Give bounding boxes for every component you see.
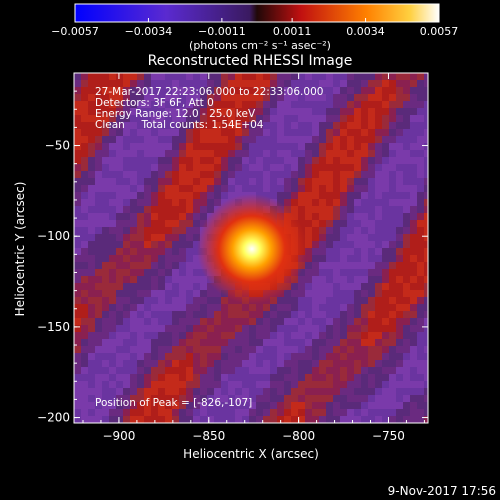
colorbar-tick-label: 0.0034 — [346, 25, 385, 38]
colorbar-gradient — [74, 3, 440, 23]
plot-frame — [73, 72, 429, 424]
colorbar-tick-label: −0.0057 — [51, 25, 99, 38]
x-tick-label: −850 — [192, 429, 225, 443]
x-tick-label: −900 — [102, 429, 135, 443]
y-tick-label: −100 — [37, 229, 70, 243]
x-axis-label: Heliocentric X (arcsec) — [183, 447, 319, 461]
peak-source — [196, 193, 307, 304]
colorbar-tick-label: 0.0011 — [272, 25, 312, 38]
colorbar-unit-label: (photons cm⁻² s⁻¹ asec⁻²) — [189, 39, 331, 52]
annotation-time-range: 27-Mar-2017 22:23:06.000 to 22:33:06.000 — [95, 86, 324, 98]
chart-title: Reconstructed RHESSI Image — [147, 53, 353, 69]
footer-date: 9-Nov-2017 17:56 — [387, 484, 496, 498]
heatmap-image — [74, 73, 428, 423]
colorbar-tick-label: 0.0057 — [419, 25, 459, 38]
y-axis-label: Heliocentric Y (arcsec) — [13, 181, 27, 317]
annotation-detectors: Detectors: 3F 6F, Att 0 — [95, 97, 214, 109]
annotation-energy: Energy Range: 12.0 - 25.0 keV — [95, 108, 256, 120]
colorbar-tick-label: −0.0011 — [198, 25, 246, 38]
x-tick-label: −750 — [372, 429, 405, 443]
colorbar — [74, 3, 440, 23]
x-tick-label: −800 — [282, 429, 315, 443]
colorbar-tick-label: −0.0034 — [124, 25, 173, 38]
annotation-peak-position: Position of Peak = [-826,-107] — [95, 397, 253, 409]
y-tick-label: −150 — [37, 320, 70, 334]
annotation-clean: Clean Total counts: 1.54E+04 — [95, 119, 264, 131]
y-tick-label: −50 — [45, 139, 70, 153]
y-tick-label: −200 — [37, 411, 70, 425]
